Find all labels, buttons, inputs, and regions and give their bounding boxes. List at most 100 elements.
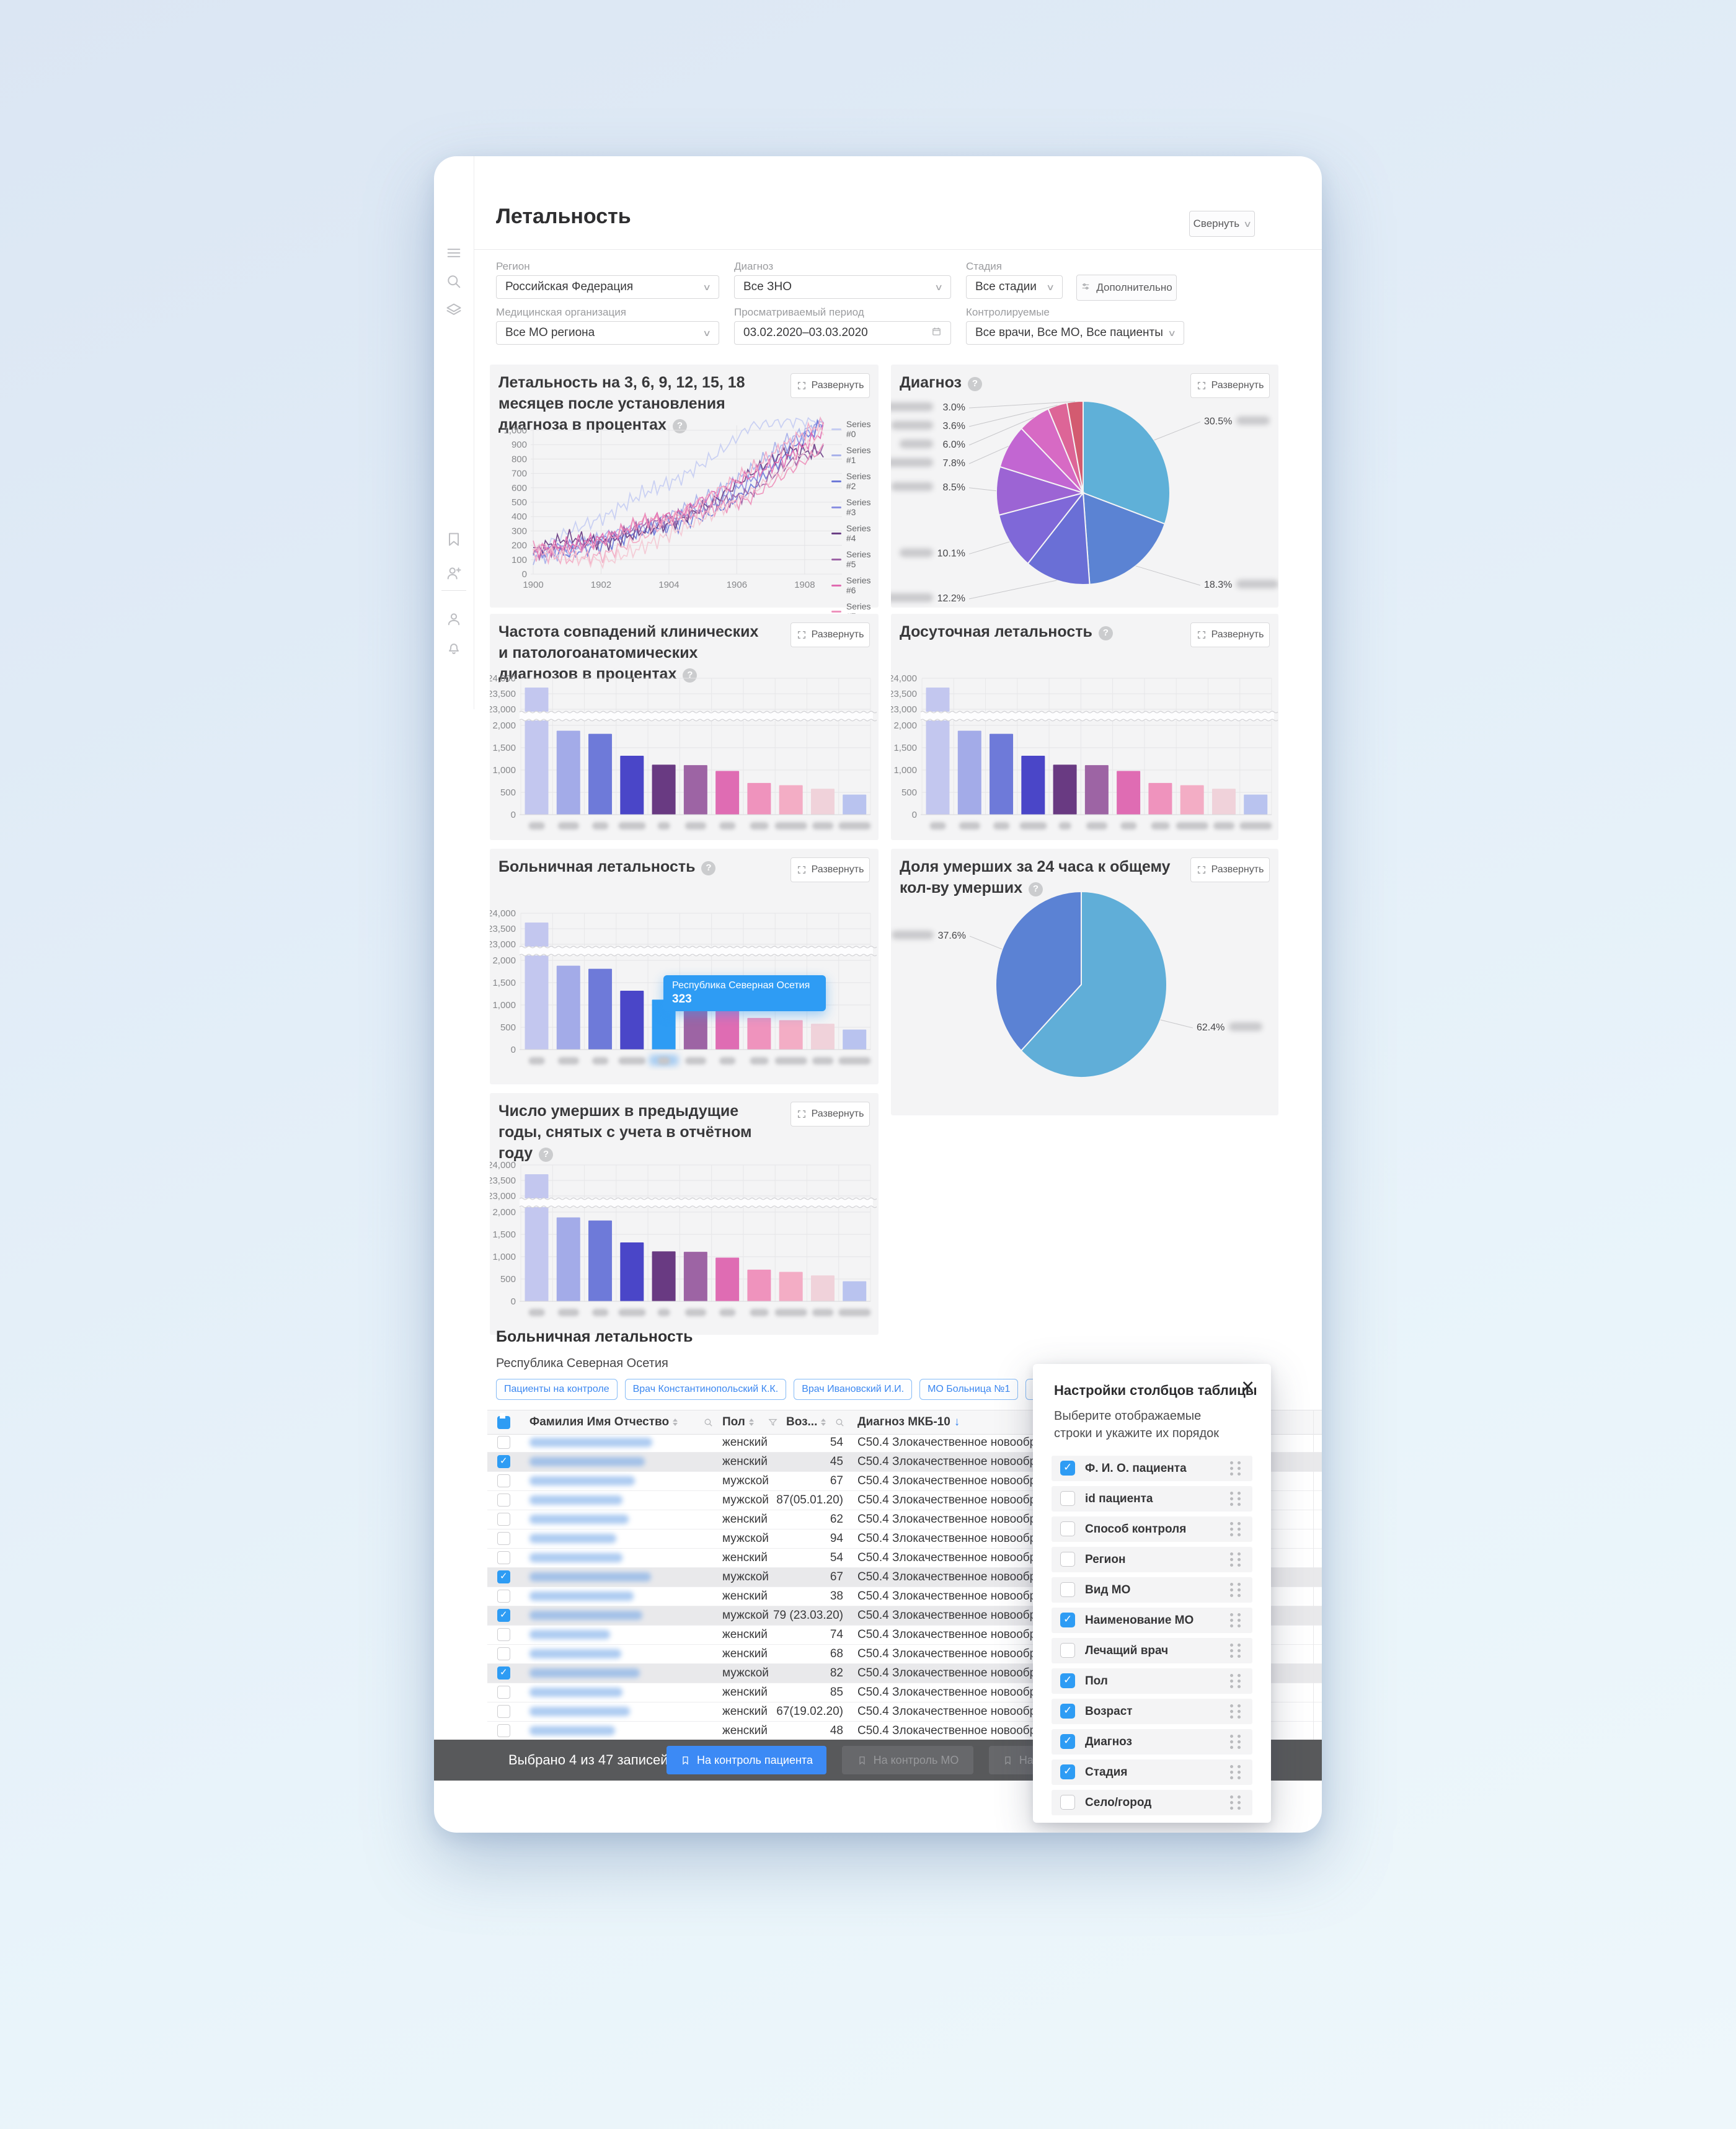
bar[interactable]	[556, 965, 580, 1050]
drag-handle-icon[interactable]	[1230, 1613, 1242, 1628]
drag-handle-icon[interactable]	[1230, 1522, 1242, 1537]
bar[interactable]	[715, 1257, 740, 1301]
row-checkbox[interactable]	[497, 1474, 510, 1487]
bar[interactable]	[1084, 765, 1109, 815]
legend-item[interactable]: Series #1	[831, 445, 879, 465]
blurred-patient-name[interactable]	[529, 1591, 634, 1601]
bar[interactable]	[556, 730, 580, 815]
row-checkbox[interactable]	[497, 1436, 510, 1449]
layers-icon[interactable]	[445, 301, 463, 319]
line-series[interactable]	[533, 422, 824, 559]
bar[interactable]	[779, 1272, 803, 1301]
bar[interactable]	[843, 1029, 867, 1050]
bookmark-icon[interactable]	[445, 531, 463, 548]
help-icon[interactable]: ?	[672, 418, 687, 433]
blurred-patient-name[interactable]	[529, 1515, 629, 1524]
bar[interactable]	[588, 733, 613, 815]
pie-slice[interactable]	[995, 890, 1082, 1052]
bar-chart[interactable]: 24,000 23,500 23,000 2,000 1,500 1,000 500 0	[487, 1160, 879, 1326]
bar[interactable]	[1117, 771, 1141, 815]
legend-item[interactable]: Series #4	[831, 523, 879, 543]
blurred-patient-name[interactable]	[529, 1668, 640, 1678]
settings-checkbox[interactable]	[1060, 1552, 1075, 1567]
expand-button[interactable]: Развернуть	[1190, 857, 1270, 882]
filter-chip[interactable]: Врач Константинопольский К.К.	[624, 1379, 787, 1400]
stage-select[interactable]: Все стадии ∨	[966, 275, 1063, 299]
expand-button[interactable]: Развернуть	[790, 1102, 870, 1126]
column-search-icon[interactable]	[835, 1410, 845, 1434]
row-checkbox[interactable]	[497, 1628, 510, 1641]
legend-item[interactable]: Series #0	[831, 419, 879, 439]
user-icon[interactable]	[445, 610, 463, 627]
drag-handle-icon[interactable]	[1230, 1674, 1242, 1689]
line-series[interactable]	[533, 425, 824, 570]
line-series[interactable]	[533, 443, 824, 556]
drag-handle-icon[interactable]	[1230, 1735, 1242, 1750]
expand-button[interactable]: Развернуть	[790, 373, 870, 398]
blurred-patient-name[interactable]	[529, 1534, 616, 1543]
select-all-checkbox[interactable]	[497, 1410, 510, 1434]
bar[interactable]	[715, 771, 740, 815]
line-series[interactable]	[533, 443, 824, 555]
bar[interactable]	[779, 785, 803, 815]
blurred-patient-name[interactable]	[529, 1707, 630, 1716]
legend-item[interactable]: Series #5	[831, 549, 879, 569]
bar-chart[interactable]: 24,000 23,500 23,000 2,000 1,500 1,000 500 0	[487, 908, 879, 1074]
row-checkbox[interactable]	[497, 1590, 510, 1603]
column-header-sex[interactable]: Пол	[722, 1410, 754, 1434]
region-select[interactable]: Российская Федерация ∨	[496, 275, 719, 299]
settings-checkbox[interactable]	[1060, 1582, 1075, 1597]
blurred-patient-name[interactable]	[529, 1649, 621, 1658]
row-checkbox[interactable]	[497, 1494, 510, 1507]
blurred-patient-name[interactable]	[529, 1688, 622, 1697]
menu-icon[interactable]	[445, 244, 463, 262]
bar[interactable]	[810, 1024, 835, 1050]
settings-checkbox[interactable]	[1060, 1643, 1075, 1658]
settings-checkbox[interactable]	[1060, 1613, 1075, 1627]
blurred-patient-name[interactable]	[529, 1630, 610, 1639]
bar[interactable]	[652, 764, 676, 815]
row-checkbox[interactable]	[497, 1455, 510, 1468]
bar[interactable]	[926, 688, 950, 815]
bar[interactable]	[990, 733, 1014, 815]
bar[interactable]	[779, 1020, 803, 1050]
row-checkbox[interactable]	[497, 1609, 510, 1622]
filter-chip[interactable]: МО Больница №1	[919, 1379, 1019, 1400]
user-add-icon[interactable]	[445, 564, 463, 582]
drag-handle-icon[interactable]	[1230, 1583, 1242, 1598]
row-checkbox[interactable]	[497, 1705, 510, 1718]
blurred-patient-name[interactable]	[529, 1457, 645, 1466]
expand-button[interactable]: Развернуть	[1190, 622, 1270, 647]
blurred-patient-name[interactable]	[529, 1438, 652, 1447]
settings-checkbox[interactable]	[1060, 1704, 1075, 1719]
settings-checkbox[interactable]	[1060, 1795, 1075, 1810]
bar[interactable]	[683, 765, 707, 815]
bar[interactable]	[588, 1220, 613, 1301]
line-series[interactable]	[533, 422, 824, 560]
row-checkbox[interactable]	[497, 1513, 510, 1526]
diagnosis-select[interactable]: Все ЗНО ∨	[734, 275, 951, 299]
row-checkbox[interactable]	[497, 1686, 510, 1699]
column-filter-icon[interactable]	[768, 1410, 778, 1434]
column-header-name[interactable]: Фамилия Имя Отчество	[529, 1410, 678, 1434]
bar[interactable]	[843, 1281, 867, 1301]
bar[interactable]	[556, 1217, 580, 1301]
settings-checkbox[interactable]	[1060, 1734, 1075, 1749]
sort-desc-icon[interactable]: ↓	[954, 1415, 960, 1428]
row-checkbox[interactable]	[497, 1724, 510, 1737]
bar[interactable]	[525, 1174, 549, 1301]
drag-handle-icon[interactable]	[1230, 1765, 1242, 1780]
more-filters-button[interactable]: Дополнительно	[1076, 275, 1177, 301]
bar[interactable]	[683, 1000, 707, 1050]
bell-icon[interactable]	[445, 639, 463, 656]
sort-icon[interactable]	[748, 1419, 754, 1426]
bar[interactable]	[652, 1251, 676, 1301]
blurred-patient-name[interactable]	[529, 1495, 622, 1505]
drag-handle-icon[interactable]	[1230, 1644, 1242, 1658]
legend-item[interactable]: Series #2	[831, 471, 879, 491]
bar[interactable]	[525, 923, 549, 1050]
drag-handle-icon[interactable]	[1230, 1552, 1242, 1567]
collapse-button[interactable]: Свернуть ∨	[1189, 211, 1255, 237]
bar[interactable]	[620, 755, 644, 815]
blurred-patient-name[interactable]	[529, 1611, 642, 1620]
